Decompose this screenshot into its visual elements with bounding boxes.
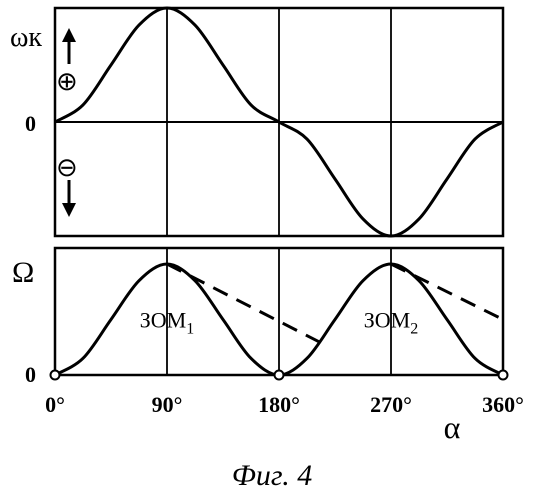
down-arrow-icon [62,180,76,217]
negative-sign-icon: ⊖ [56,153,78,182]
x-tick-label-270: 270° [370,392,412,417]
x-tick-label-180: 180° [258,392,300,417]
x-tick-label-0: 0° [45,392,65,417]
figure-caption: Фиг. 4 [232,459,312,492]
bottom-chart-grid [167,248,391,375]
alpha-axis-label: α [444,409,461,445]
bottom-chart-panel: Ω 0 ЗОМ1ЗОМ2 0°90°180°270°360° α [12,248,524,445]
up-arrow-icon [62,28,76,64]
omega-k-axis-label: ωк [10,22,42,53]
top-chart-panel: ωк 0 ⊕ ⊖ [10,8,503,236]
x-tick-label-360: 360° [482,392,524,417]
zero-marker-360 [499,371,508,380]
bottom-zero-label: 0 [25,362,36,387]
top-zero-label: 0 [25,111,36,136]
x-tick-label-90: 90° [152,392,183,417]
positive-sign-icon: ⊕ [56,67,78,96]
zero-marker-180 [275,371,284,380]
zero-marker-0 [51,371,60,380]
omega-axis-label: Ω [12,256,34,289]
